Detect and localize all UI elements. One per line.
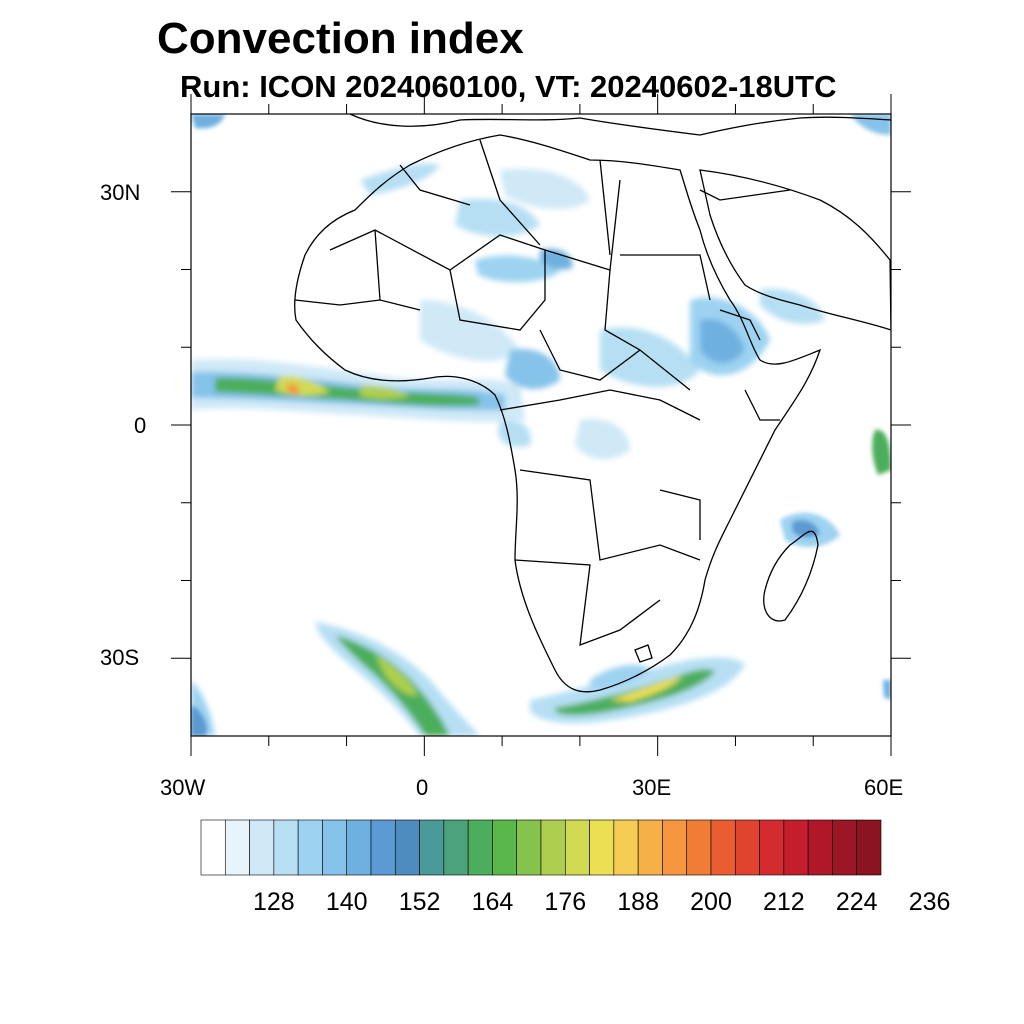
border-13 [744,389,780,421]
colorbar-tick-label: 176 [544,888,587,916]
colorbar-swatch [686,819,712,876]
lat-label-30n: 30N [100,180,141,205]
colorbar-tick-label: 200 [690,888,732,916]
madagascar-coastline [763,530,819,622]
colorbar-swatch [832,819,858,876]
colorbar-swatch [807,819,833,876]
colorbar-swatch [734,819,760,876]
lon-label-0: 0 [416,775,429,800]
africa-coastline [294,134,822,693]
border-5 [620,254,711,301]
colorbar-swatch [273,819,299,876]
colorbar-swatch [200,819,226,876]
colorbar-swatch [419,819,445,876]
colorbar-swatch [346,819,372,876]
map-title: Convection index [157,14,524,63]
lesotho-border [634,644,653,663]
colorbar-tick-label: 152 [398,888,441,916]
colorbar-swatch [856,819,882,876]
colorbar [200,819,882,876]
colorbar-swatch [394,819,420,876]
colorbar-swatch [783,819,809,876]
border-11 [294,299,421,311]
lon-label-30e: 30E [632,775,672,800]
colorbar-swatch [637,819,663,876]
border-4 [604,269,691,391]
colorbar-swatch [492,819,518,876]
border-15 [599,159,611,256]
convection-band-south-africa [530,657,745,724]
colorbar-swatch [443,819,469,876]
colorbar-tick-label: 128 [252,888,295,916]
colorbar-tick-label: 212 [762,888,805,916]
colorbar-swatch [564,819,590,876]
convection-field [191,114,891,736]
lon-label-60e: 60E [864,775,904,800]
colorbar-tick-label: 164 [471,888,514,916]
border-16 [479,139,541,246]
run-valid-time-subtitle: Run: ICON 2024060100, VT: 20240602-18UTC [180,69,837,104]
colorbar-swatch [613,819,639,876]
convection-east-africa [420,289,825,460]
border-7 [499,389,701,421]
colorbar-swatch [662,819,688,876]
colorbar-swatch [710,819,736,876]
border-1 [374,229,381,301]
convection-sahara [360,163,590,283]
border-8 [519,469,701,561]
colorbar-swatch [224,819,250,876]
coastlines-borders [294,114,891,693]
lat-label-30s: 30S [100,645,140,670]
convection-band-south-atlantic [191,622,480,736]
border-3 [449,250,546,331]
lat-label-0: 0 [134,413,147,438]
colorbar-tick-label: 140 [325,888,368,916]
convection-band-gulf-of-guinea [191,359,525,422]
colorbar-swatch [249,819,275,876]
colorbar-swatch [759,819,785,876]
mediterranean-north-coast [349,114,891,136]
border-9 [514,559,661,646]
colorbar-swatch [589,819,615,876]
colorbar-tick-label: 236 [908,888,951,916]
colorbar-tick-label: 224 [835,888,878,916]
map-ticks [171,94,911,756]
border-12 [719,309,761,341]
colorbar-swatch [516,819,542,876]
border-6 [539,329,641,381]
colorbar-swatch [297,819,323,876]
colorbar-swatch [540,819,566,876]
colorbar-swatch [467,819,493,876]
border-17 [399,164,471,206]
lon-label-30w: 30W [160,775,206,800]
colorbar-tick-label: 188 [617,888,659,916]
border-14 [699,189,791,201]
colorbar-swatch [370,819,396,876]
border-10 [659,489,701,540]
arabia-coastline [699,169,891,331]
colorbar-swatch [322,819,348,876]
convection-madagascar [780,512,840,547]
